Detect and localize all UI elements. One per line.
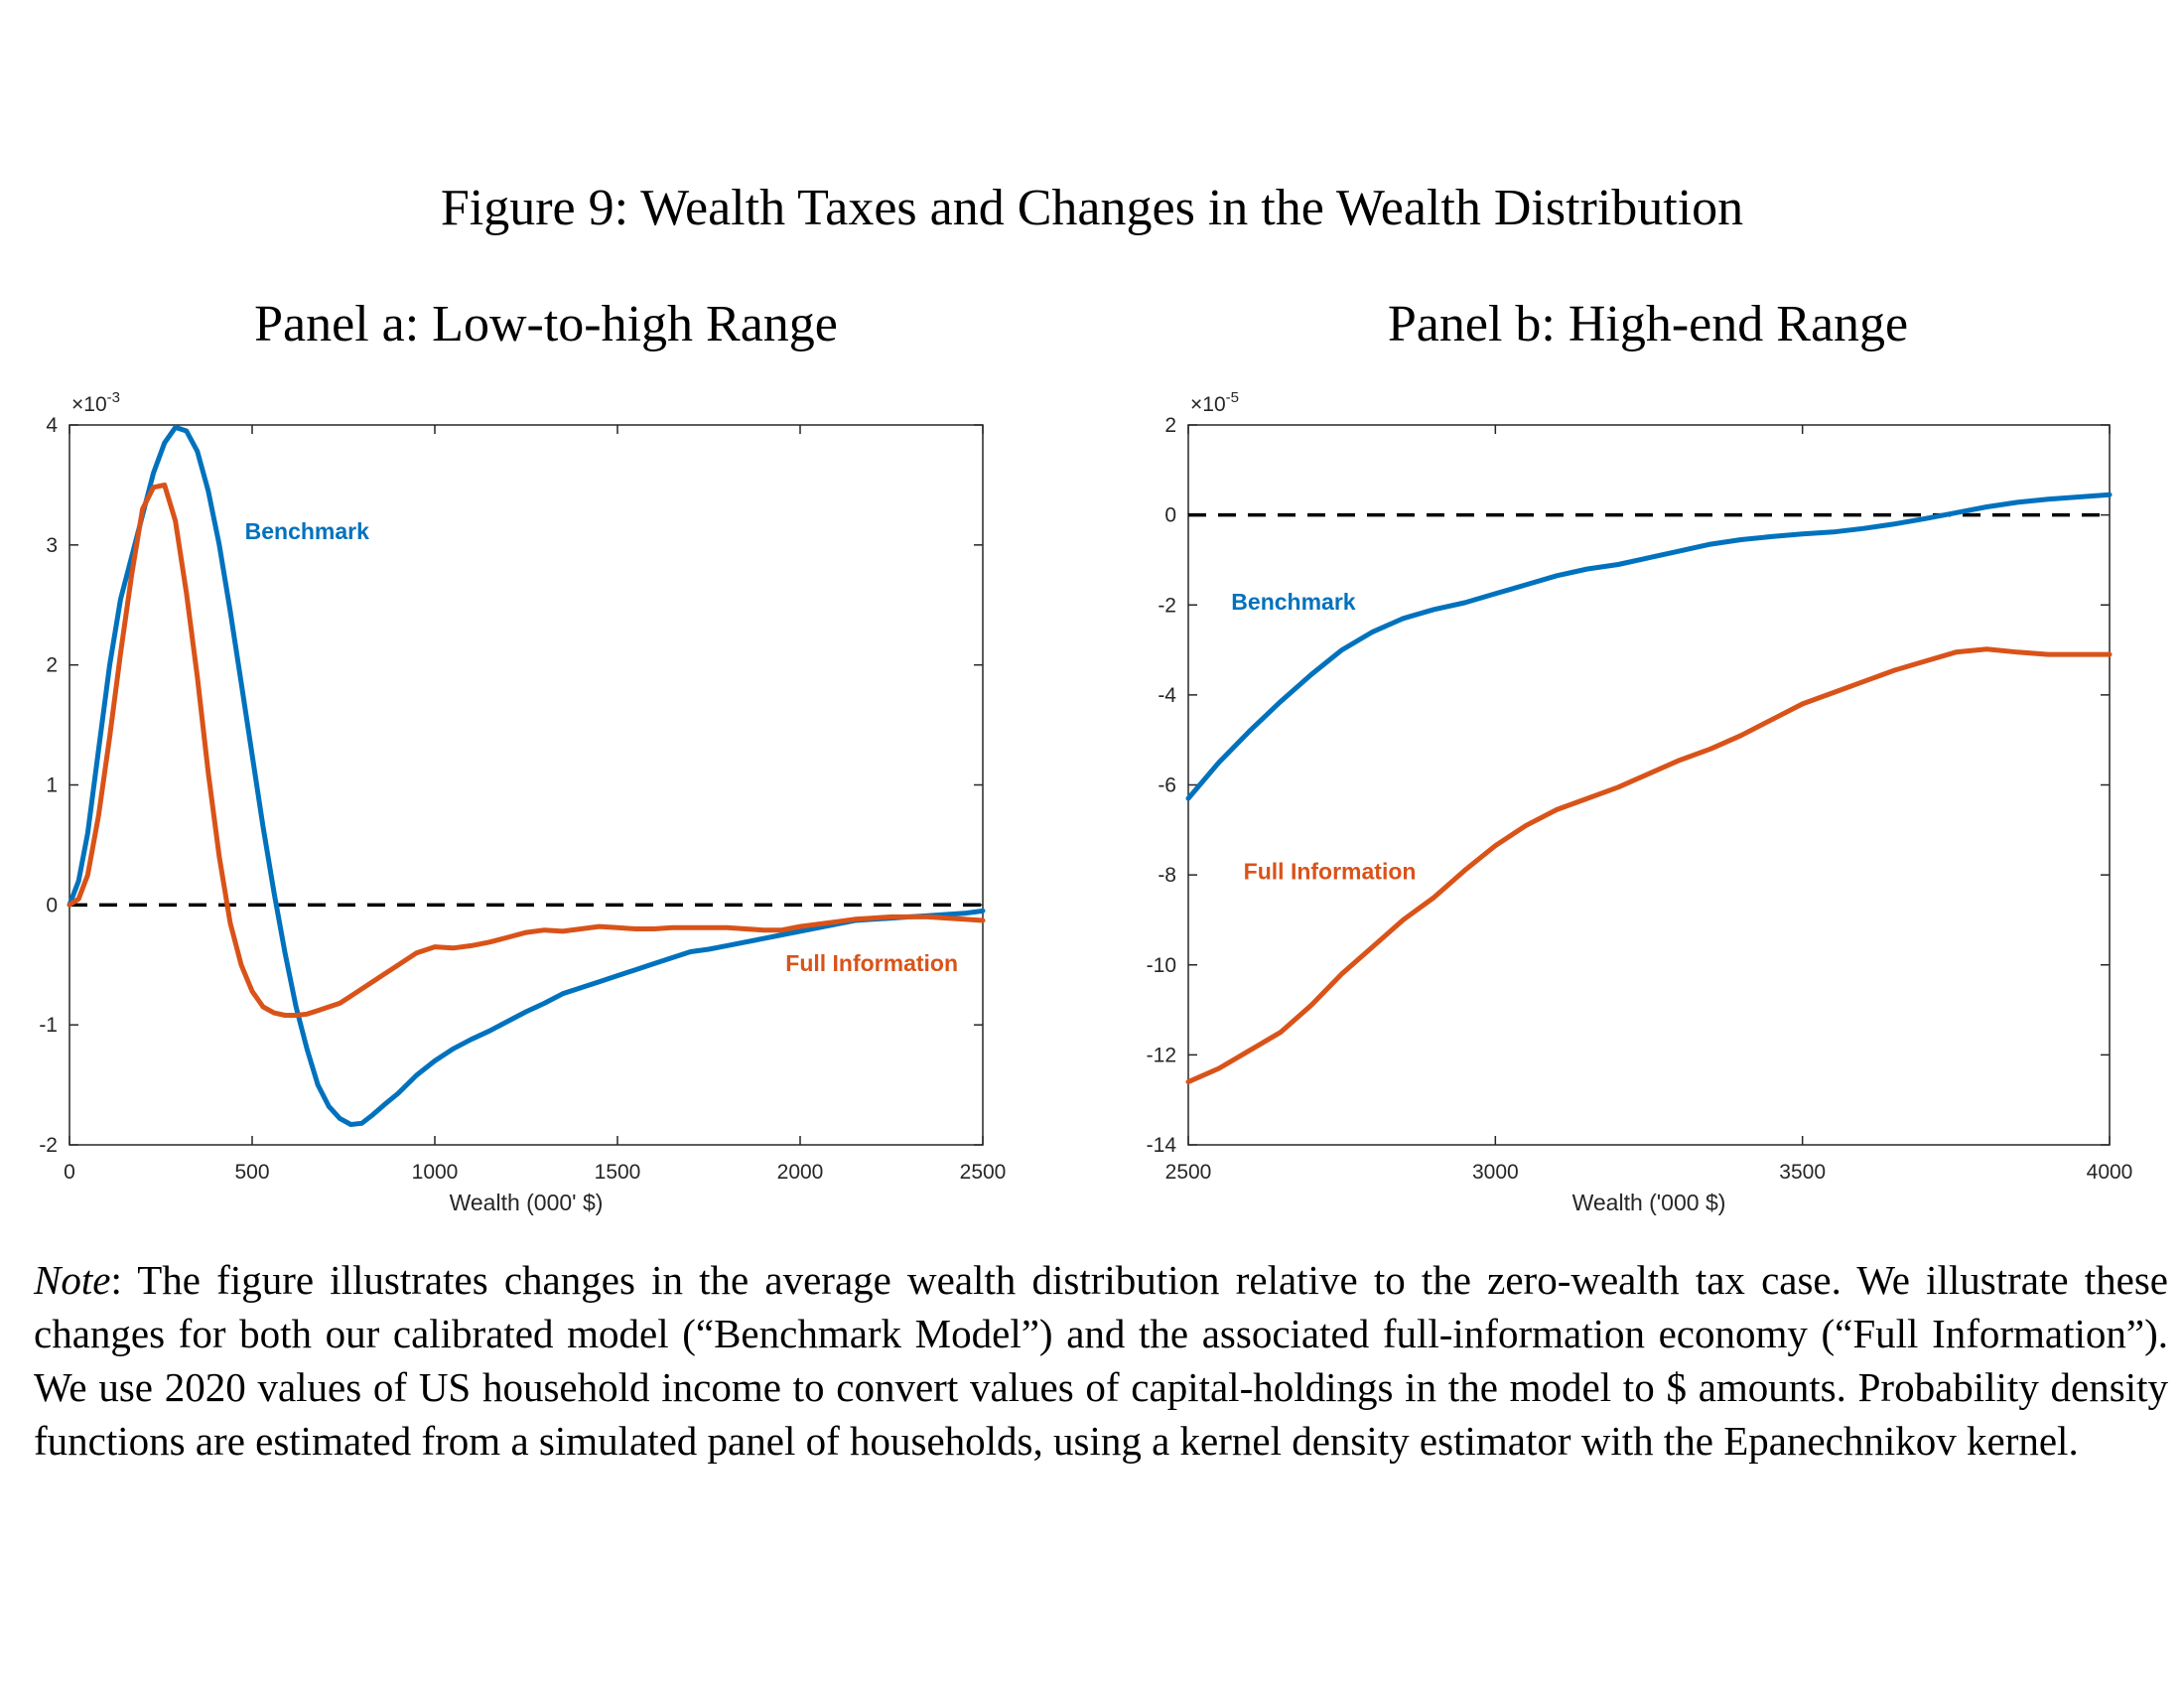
y-tick-label: 3	[46, 534, 58, 557]
y-tick-label: 1	[46, 774, 58, 797]
y-tick-label: 2	[1164, 414, 1176, 437]
x-tick-label: 0	[64, 1161, 75, 1184]
panel-a-title: Panel a: Low-to-high Range	[254, 296, 838, 352]
y-exponent: -3	[107, 389, 120, 406]
y-exponent: -5	[1226, 389, 1239, 406]
y-tick-label: -1	[39, 1014, 58, 1037]
y-tick-label: -6	[1158, 774, 1176, 797]
note-text: : The figure illustrates changes in the …	[34, 1257, 2168, 1464]
x-tick-label: 2500	[960, 1161, 1007, 1184]
x-tick-label: 2000	[777, 1161, 824, 1184]
y-tick-label: -2	[1158, 594, 1176, 617]
y-tick-label: 0	[1164, 504, 1176, 527]
y-tick-label: -2	[39, 1134, 58, 1157]
series-label-benchmark: Benchmark	[1231, 589, 1355, 615]
y-tick-label: -4	[1158, 684, 1176, 707]
x-tick-label: 1500	[595, 1161, 641, 1184]
y-tick-label: 4	[46, 414, 58, 437]
panel-b-title: Panel b: High-end Range	[1387, 296, 1909, 352]
y-tick-label: -10	[1147, 954, 1176, 977]
series-line-full-information	[67, 482, 986, 1018]
y-exponent-label: ×10-5	[1190, 389, 1239, 416]
series-line-benchmark	[1185, 492, 2113, 801]
y-tick-label: 0	[46, 894, 58, 916]
x-tick-label: 500	[234, 1161, 269, 1184]
x-tick-label: 4000	[2087, 1161, 2133, 1184]
note-label: Note	[34, 1257, 111, 1303]
chart-panel-a: 0 500 1000 1500 2000 2500 -2 -1 0 1 2 3 4 ×10-3 Wealth…	[39, 389, 1006, 1215]
plot-area	[68, 424, 984, 1146]
plot-area	[1187, 424, 2111, 1146]
x-tick-label: 3500	[1779, 1161, 1826, 1184]
series-label-benchmark: Benchmark	[245, 518, 369, 544]
figure-note: Note: The figure illustrates changes in …	[34, 1253, 2168, 1468]
x-tick-label: 3000	[1472, 1161, 1519, 1184]
y-exponent-label: ×10-3	[71, 389, 120, 416]
charts-canvas: 0 500 1000 1500 2000 2500-2-101234×10-3Wealth…	[39, 389, 2133, 1215]
x-tick-label: 2500	[1165, 1161, 1212, 1184]
x-axis-label: Wealth (000' $)	[450, 1190, 604, 1215]
x-tick-label: 1000	[412, 1161, 459, 1184]
series-label-full-information: Full Information	[785, 950, 958, 976]
series-label-full-information: Full Information	[1244, 859, 1417, 885]
y-tick-label: -12	[1147, 1044, 1176, 1066]
series-line-benchmark	[67, 424, 986, 1127]
figure-title: Figure 9: Wealth Taxes and Changes in th…	[440, 180, 1744, 236]
chart-panel-b: 2500 3000 3500 4000 -14 -12 -10 -8 -6 -4 -2 0 2 ×10-5…	[1147, 389, 2133, 1215]
y-tick-label: -14	[1147, 1134, 1177, 1157]
x-axis-label: Wealth ('000 $)	[1572, 1190, 1726, 1215]
series-line-full-information	[1185, 646, 2113, 1085]
y-tick-label: 2	[46, 654, 58, 677]
y-tick-label: -8	[1158, 864, 1176, 887]
